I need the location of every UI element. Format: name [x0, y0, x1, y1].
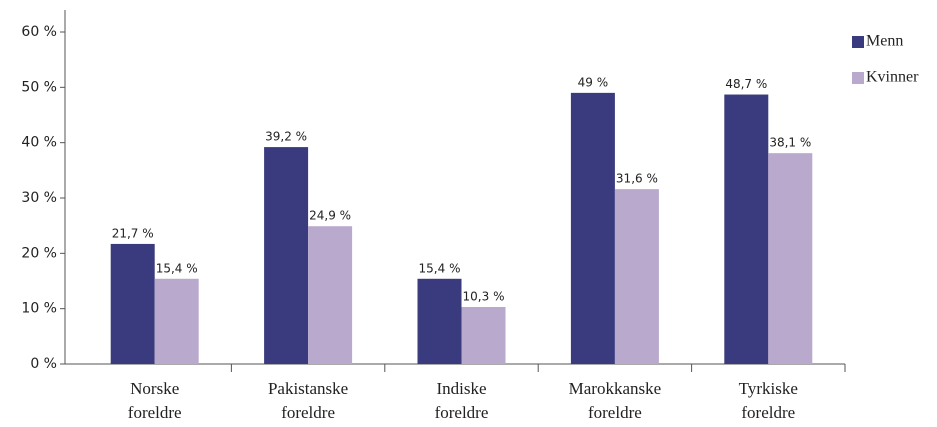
x-tick-label: Marokkanske foreldre [569, 379, 662, 422]
bar [154, 278, 199, 364]
value-label: 31,6 % [616, 172, 658, 186]
legend-label: Menn [866, 33, 903, 50]
y-tick-label: 50 % [21, 79, 57, 95]
legend-swatch [852, 36, 864, 48]
bar [461, 307, 506, 364]
y-tick-label: 40 % [21, 135, 57, 151]
y-tick-label: 10 % [21, 301, 57, 317]
bar [614, 189, 659, 364]
value-label: 15,4 % [419, 261, 461, 275]
value-label: 21,7 % [112, 226, 154, 240]
y-tick-label: 60 % [21, 24, 57, 40]
bar [768, 153, 813, 364]
value-label: 38,1 % [769, 136, 811, 150]
legend-swatch [852, 72, 864, 84]
value-label: 15,4 % [156, 261, 198, 275]
x-tick-label: Indiske foreldre [435, 379, 489, 422]
x-tick-label: Norske foreldre [128, 379, 182, 422]
legend-label: Kvinner [866, 69, 919, 86]
y-tick-label: 20 % [21, 245, 57, 261]
value-label: 24,9 % [309, 209, 351, 223]
bar [724, 94, 769, 364]
bar [264, 147, 309, 364]
y-tick-label: 0 % [30, 356, 57, 372]
bar [110, 243, 155, 364]
y-tick-label: 30 % [21, 190, 57, 206]
value-label: 48,7 % [725, 77, 767, 91]
x-tick-label: Tyrkiske foreldre [739, 379, 798, 422]
bar [308, 226, 353, 364]
bar [570, 92, 615, 364]
value-label: 39,2 % [265, 130, 307, 144]
value-label: 10,3 % [463, 290, 505, 304]
x-tick-label: Pakistanske foreldre [268, 379, 348, 422]
value-label: 49 % [578, 75, 609, 89]
bar [417, 278, 462, 364]
